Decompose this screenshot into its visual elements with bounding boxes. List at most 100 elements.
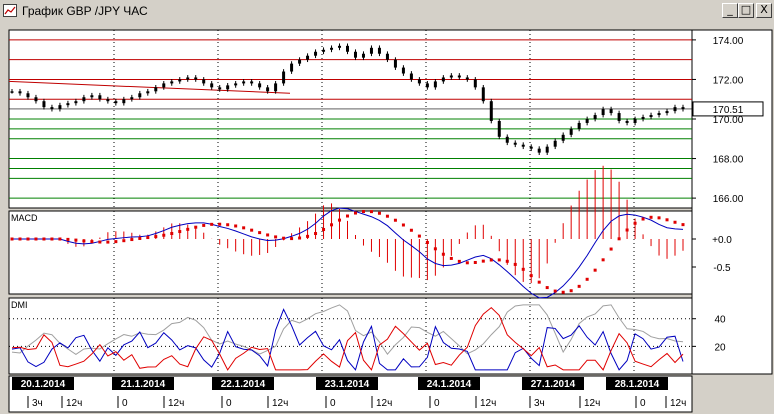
candle-body [529, 146, 533, 149]
candle-body [314, 51, 318, 56]
signal-dot [489, 258, 493, 262]
date-label-box [606, 377, 668, 390]
title-bar[interactable]: График GBP /JPY ЧАС _ □ X [0, 0, 774, 23]
candle-body [202, 79, 206, 84]
signal-dot [585, 277, 589, 281]
signal-dot [601, 258, 605, 262]
signal-dot [593, 268, 597, 272]
minimize-button[interactable]: _ [722, 3, 738, 18]
chart-icon [3, 4, 17, 17]
close-button[interactable]: X [756, 3, 772, 18]
signal-dot [210, 222, 214, 226]
candle-body [282, 71, 286, 84]
candle-body [641, 117, 645, 119]
signal-dot [497, 258, 501, 262]
date-label: 27.1.2014 [531, 379, 576, 390]
macd-label: MACD [11, 213, 38, 223]
signal-dot [138, 236, 142, 240]
signal-dot [433, 247, 437, 251]
candle-body [449, 75, 453, 78]
candle-body [649, 115, 653, 118]
signal-dot [250, 228, 254, 232]
dmi-panel [8, 297, 693, 375]
signal-dot [625, 228, 629, 232]
time-label: 12ч [480, 398, 496, 409]
candle-body [298, 59, 302, 64]
time-label: 3ч [32, 398, 43, 409]
signal-dot [322, 228, 326, 232]
signal-dot [50, 237, 54, 241]
date-label: 21.1.2014 [121, 379, 166, 390]
time-label: 12ч [66, 398, 82, 409]
candle-body [425, 83, 429, 88]
candle-body [369, 47, 373, 54]
signal-dot [361, 210, 365, 214]
time-label: 0 [226, 398, 232, 409]
macd-line [12, 207, 684, 299]
signal-dot [617, 237, 621, 241]
candle-body [657, 113, 661, 116]
signal-dot [465, 261, 469, 265]
candle-body [545, 146, 549, 153]
signal-dot [441, 252, 445, 256]
trend-line [8, 80, 291, 94]
candle-body [234, 83, 238, 86]
candle-body [521, 144, 525, 147]
restore-button[interactable]: □ [738, 3, 754, 18]
signal-dot [74, 238, 78, 242]
signal-dot [282, 236, 286, 240]
time-label: 0 [434, 398, 440, 409]
candle-body [489, 101, 493, 121]
candle-body [274, 83, 278, 92]
time-label: 0 [640, 398, 646, 409]
signal-dot [673, 220, 677, 224]
signal-dot [234, 224, 238, 228]
candle-body [593, 115, 597, 119]
candle-body [74, 101, 78, 104]
date-label: 24.1.2014 [427, 379, 472, 390]
time-label: 12ч [272, 398, 288, 409]
macd-series [10, 165, 685, 299]
candle-body [122, 99, 126, 104]
signal-dot [665, 218, 669, 222]
signal-dot [505, 259, 509, 263]
date-label-box [316, 377, 378, 390]
signal-dot [242, 226, 246, 230]
signal-dot [218, 222, 222, 226]
signal-dot [457, 259, 461, 263]
candle-body [178, 79, 182, 82]
signal-dot [290, 237, 294, 241]
signal-dot [18, 237, 22, 241]
candle-body [242, 81, 246, 84]
signal-dot [42, 237, 46, 241]
signal-dot [569, 289, 573, 293]
macd-tick-label: +0.0 [712, 235, 732, 246]
signal-dot [449, 256, 453, 260]
signal-dot [369, 210, 373, 214]
candle-body [377, 47, 381, 54]
signal-dot [298, 236, 302, 240]
signal-dot [162, 233, 166, 237]
date-label-box [12, 377, 74, 390]
candle-body [330, 47, 334, 50]
candle-body [306, 55, 310, 60]
y-tick-label: 166.00 [713, 194, 744, 205]
candle-body [322, 49, 326, 52]
candle-body [106, 99, 110, 102]
signal-dot [314, 232, 318, 236]
signal-dot [553, 289, 557, 293]
candle-body [250, 81, 254, 84]
candle-body [146, 91, 150, 94]
candle-body [353, 51, 357, 58]
minus-di-line [11, 307, 684, 371]
candle-body [561, 134, 565, 141]
candle-body [473, 79, 477, 88]
chart-area[interactable]: 174.00 172.00 170.00 168.00 166.00 170.51 MACD… [0, 22, 774, 414]
signal-dot [130, 238, 134, 242]
signal-dot [170, 232, 174, 236]
signal-dot [409, 228, 413, 232]
signal-dot [26, 237, 30, 241]
y-tick-label: 168.00 [713, 155, 744, 166]
signal-dot [473, 260, 477, 264]
chart-canvas[interactable]: 174.00 172.00 170.00 168.00 166.00 170.51 MACD… [0, 22, 774, 414]
